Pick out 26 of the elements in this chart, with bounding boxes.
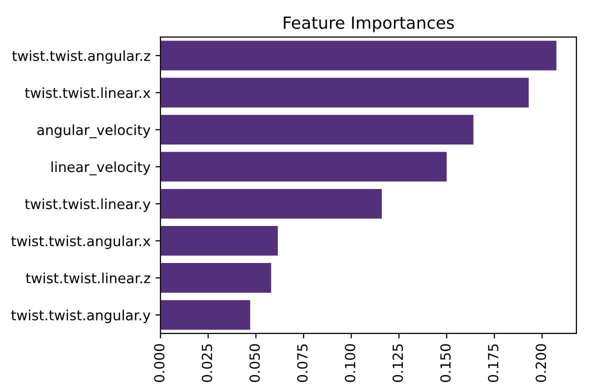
y-tick-label: twist.twist.angular.y xyxy=(11,310,150,324)
bar xyxy=(160,152,447,182)
y-tick-label: angular_velocity xyxy=(37,124,150,138)
bar xyxy=(160,40,556,70)
y-tick-label: twist.twist.angular.z xyxy=(12,50,150,64)
x-tick-label: 0.025 xyxy=(202,344,212,382)
bar xyxy=(160,300,250,330)
x-tick-label: 0.100 xyxy=(344,344,356,382)
x-tick-label: 0.175 xyxy=(488,344,498,382)
y-tick-label: twist.twist.linear.y xyxy=(24,198,150,212)
bar xyxy=(160,78,529,108)
chart-title: Feature Importances xyxy=(284,16,454,32)
y-tick-label: twist.twist.angular.x xyxy=(11,236,150,249)
x-tick-label: 0.150 xyxy=(440,344,451,382)
bar xyxy=(160,226,278,256)
x-tick-label: 0.200 xyxy=(536,344,546,382)
x-tick-label: 0.050 xyxy=(249,344,260,382)
bar xyxy=(160,114,474,144)
bar xyxy=(160,263,272,293)
x-tick-label: 0.000 xyxy=(154,344,165,382)
y-tick-label: twist.twist.linear.z xyxy=(26,272,150,284)
x-tick-label: 0.075 xyxy=(297,344,308,382)
y-tick-label: twist.twist.linear.x xyxy=(24,87,150,98)
y-tick-label: linear_velocity xyxy=(52,161,150,176)
x-tick-label: 0.125 xyxy=(392,344,404,382)
bar xyxy=(160,188,382,219)
